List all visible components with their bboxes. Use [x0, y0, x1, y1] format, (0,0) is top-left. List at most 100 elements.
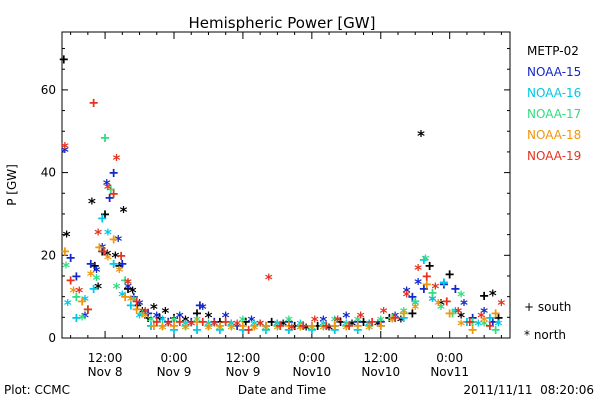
- marker-legend-entry: * north: [524, 328, 566, 342]
- data-point: +: [261, 317, 270, 335]
- x-tick-label: 0:00: [298, 351, 325, 365]
- data-point: *: [175, 308, 184, 326]
- data-point: *: [348, 317, 357, 335]
- data-point: +: [261, 317, 270, 335]
- y-axis-label: P [GW]: [5, 164, 19, 206]
- data-point: *: [402, 288, 411, 306]
- data-point: *: [379, 304, 388, 322]
- data-point: *: [279, 317, 288, 335]
- data-point: +: [267, 312, 276, 330]
- data-point: *: [457, 308, 466, 326]
- data-point: *: [112, 151, 121, 169]
- marker-legend-entry: + south: [524, 300, 571, 314]
- data-point: +: [399, 304, 408, 322]
- data-point: *: [494, 317, 503, 335]
- data-point: *: [126, 292, 135, 310]
- data-point: +: [345, 317, 354, 335]
- data-point: +: [152, 312, 161, 330]
- data-point: +: [284, 312, 293, 330]
- data-point: +: [313, 317, 322, 335]
- data-point: +: [187, 312, 196, 330]
- data-point: +: [359, 312, 368, 330]
- data-point: *: [78, 310, 87, 328]
- data-point: +: [195, 296, 204, 314]
- data-point: +: [342, 317, 351, 335]
- data-point: *: [342, 308, 351, 326]
- plot-frame: [61, 31, 511, 339]
- data-point: *: [325, 321, 334, 339]
- data-point: *: [63, 296, 72, 314]
- data-point: +: [238, 317, 247, 335]
- data-point: +: [408, 304, 417, 322]
- data-point: +: [488, 312, 497, 330]
- data-point: *: [192, 312, 201, 330]
- data-point: +: [118, 255, 127, 273]
- data-point: +: [273, 317, 282, 335]
- data-point: *: [60, 139, 69, 157]
- data-point: +: [428, 284, 437, 302]
- data-point: +: [284, 321, 293, 339]
- data-point: *: [94, 279, 103, 297]
- data-point: +: [376, 317, 385, 335]
- data-point: +: [98, 209, 107, 227]
- data-point: +: [129, 288, 138, 306]
- data-point: *: [181, 317, 190, 335]
- data-point: +: [99, 242, 108, 260]
- data-point: *: [428, 292, 437, 310]
- data-point: +: [109, 184, 118, 202]
- data-point: +: [299, 317, 308, 335]
- data-point: +: [164, 312, 173, 330]
- data-point: *: [302, 321, 311, 339]
- data-point: +: [319, 317, 328, 335]
- data-point: +: [72, 308, 81, 326]
- data-point: +: [83, 300, 92, 318]
- y-tick-label: 40: [41, 166, 56, 180]
- data-point: +: [86, 255, 95, 273]
- data-point: +: [468, 312, 477, 330]
- y-axis: 0 20 40 60: [41, 48, 510, 345]
- data-point: +: [215, 317, 224, 335]
- data-point: *: [187, 317, 196, 335]
- data-point: +: [480, 286, 489, 304]
- data-point: +: [445, 304, 454, 322]
- data-point: *: [434, 296, 443, 314]
- x-tick-sublabel: Nov11: [430, 365, 469, 379]
- data-point: *: [112, 279, 121, 297]
- data-point: +: [121, 271, 130, 289]
- data-point: +: [147, 317, 156, 335]
- x-axis-label: Date and Time: [238, 383, 326, 397]
- legend: METP-02 NOAA-15 NOAA-16 NOAA-17 NOAA-18 NOAA-…: [527, 44, 581, 163]
- data-point: *: [457, 317, 466, 335]
- legend-entry: METP-02: [527, 44, 579, 58]
- data-point: +: [72, 267, 81, 285]
- data-point: *: [414, 275, 423, 293]
- data-point: *: [94, 226, 103, 244]
- data-point: +: [60, 242, 69, 260]
- data-point: *: [87, 195, 96, 213]
- timestamp: 2011/11/11 08:20:06: [463, 383, 594, 397]
- data-point: *: [310, 312, 319, 330]
- data-point: *: [497, 296, 506, 314]
- x-tick-label: 12:00: [226, 351, 261, 365]
- data-point: +: [169, 317, 178, 335]
- data-point: +: [439, 273, 448, 291]
- data-point: *: [135, 308, 144, 326]
- data-point: +: [109, 255, 118, 273]
- data-point: *: [114, 232, 123, 250]
- data-point: *: [227, 321, 236, 339]
- data-point: +: [376, 317, 385, 335]
- x-tick-label: 12:00: [363, 351, 398, 365]
- data-point: +: [468, 308, 477, 326]
- data-point: *: [388, 312, 397, 330]
- data-point: +: [90, 257, 99, 275]
- data-point: *: [373, 317, 382, 335]
- data-point: +: [491, 304, 500, 322]
- data-point: *: [480, 317, 489, 335]
- data-point: +: [169, 308, 178, 326]
- data-point: +: [83, 300, 92, 318]
- data-point: *: [273, 317, 282, 335]
- data-point: *: [480, 312, 489, 330]
- data-point: +: [192, 312, 201, 330]
- data-point: +: [215, 312, 224, 330]
